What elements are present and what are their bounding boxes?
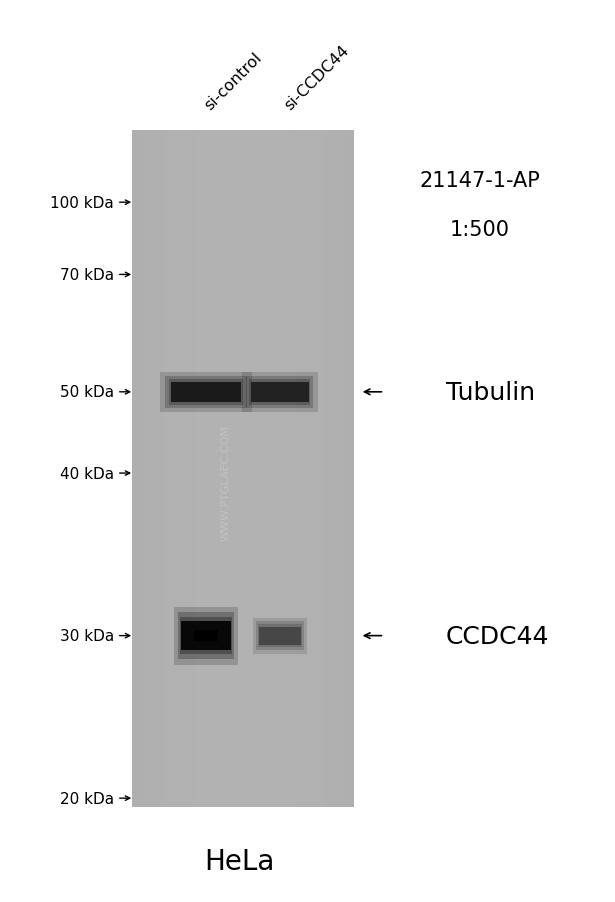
Bar [256,621,304,650]
Bar [151,131,154,807]
Bar [246,376,314,409]
Bar [213,131,217,807]
Bar [254,131,258,807]
Bar [178,612,234,659]
Bar [291,131,295,807]
Bar [298,131,302,807]
Bar [169,380,243,405]
Bar [174,607,238,665]
Bar [210,131,213,807]
Bar [317,131,320,807]
Bar [140,131,143,807]
Bar [259,627,301,645]
Bar [295,131,298,807]
Bar [194,630,218,641]
Text: 50 kDa: 50 kDa [60,385,114,400]
Bar [269,131,272,807]
Text: 30 kDa: 30 kDa [60,629,114,643]
Bar [313,131,317,807]
Text: 70 kDa: 70 kDa [60,268,114,282]
Bar [328,131,331,807]
Text: si-control: si-control [202,50,264,113]
Bar [228,131,232,807]
Bar [350,131,354,807]
Bar [154,131,158,807]
Text: WWW.PTGLAEC.COM: WWW.PTGLAEC.COM [220,425,230,540]
Bar [239,131,243,807]
Bar [302,131,306,807]
Bar [243,131,247,807]
Bar [160,373,252,412]
Bar [147,131,151,807]
Bar [309,131,313,807]
Bar [346,131,350,807]
Bar [284,131,287,807]
Text: si-CCDC44: si-CCDC44 [282,42,352,113]
Text: 20 kDa: 20 kDa [60,791,114,805]
Bar [250,131,254,807]
Bar [331,131,335,807]
Bar [261,131,265,807]
Bar [180,617,232,655]
Bar [280,131,284,807]
Bar [173,131,177,807]
Bar [165,376,247,409]
Bar [171,382,241,402]
Text: HeLa: HeLa [205,847,275,876]
Bar [221,131,224,807]
Bar [143,131,147,807]
Bar [236,131,239,807]
Bar [195,131,199,807]
Bar [199,131,202,807]
Text: 100 kDa: 100 kDa [50,196,114,210]
Bar [224,131,228,807]
Bar [249,380,311,405]
Bar [177,131,180,807]
Bar [162,131,165,807]
Bar [320,131,324,807]
Bar [232,131,236,807]
Bar [136,131,140,807]
Bar [158,131,162,807]
Bar [324,131,328,807]
Text: Tubulin: Tubulin [446,381,535,404]
Bar [242,373,318,412]
Bar [180,131,184,807]
Bar [306,131,309,807]
Bar [132,131,354,807]
Bar [181,621,231,650]
Bar [287,131,291,807]
Bar [191,131,195,807]
Bar [276,131,280,807]
Bar [206,131,210,807]
Bar [258,624,302,648]
Bar [339,131,343,807]
Text: 40 kDa: 40 kDa [60,466,114,481]
Bar [258,131,261,807]
Bar [217,131,221,807]
Text: CCDC44: CCDC44 [446,624,549,648]
Bar [132,131,136,807]
Bar [251,382,309,402]
Bar [169,131,173,807]
Bar [202,131,206,807]
Bar [335,131,339,807]
Bar [247,131,250,807]
Bar [184,131,188,807]
Text: 1:500: 1:500 [450,220,510,240]
Bar [343,131,346,807]
Text: 21147-1-AP: 21147-1-AP [419,170,540,190]
Bar [265,131,269,807]
Bar [253,618,307,654]
Bar [188,131,191,807]
Bar [165,131,169,807]
Bar [272,131,276,807]
